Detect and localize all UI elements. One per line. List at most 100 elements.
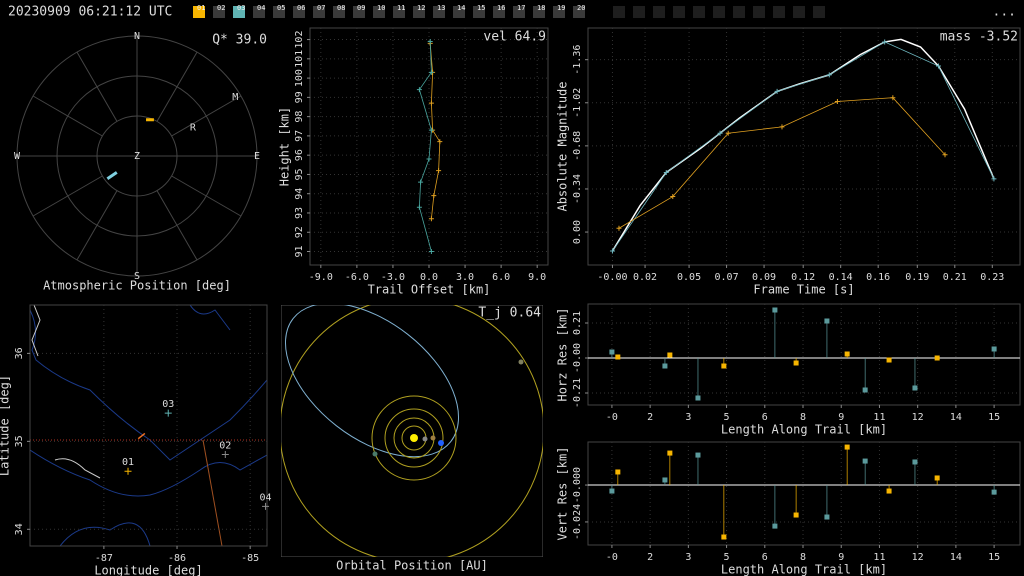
residual-point xyxy=(667,352,673,358)
x-tick-label: -85 xyxy=(241,553,259,564)
point-marker xyxy=(663,169,669,175)
frame-tab[interactable] xyxy=(473,6,485,18)
y-tick-label: 94 xyxy=(294,188,305,200)
station-marker xyxy=(124,467,132,475)
x-tick-label: 15 xyxy=(988,412,1000,423)
frame-tab-label[interactable]: 06 xyxy=(297,4,305,12)
frame-tab[interactable] xyxy=(553,6,565,18)
frame-tab-label[interactable]: 11 xyxy=(397,4,405,12)
frame-tab[interactable] xyxy=(253,6,265,18)
frame-tab-label[interactable]: 19 xyxy=(557,4,565,12)
frame-tab-label[interactable]: 12 xyxy=(417,4,425,12)
x-tick-label: 2 xyxy=(647,412,653,423)
frame-tab[interactable] xyxy=(573,6,585,18)
empty-tab xyxy=(733,6,745,18)
compass-label: N xyxy=(134,31,140,42)
frame-tab-label[interactable]: 16 xyxy=(497,4,505,12)
x-tick-label: 6.0 xyxy=(492,272,510,283)
x-tick-label: 11 xyxy=(873,552,885,563)
frame-tab[interactable] xyxy=(353,6,365,18)
x-tick-label: 0.07 xyxy=(715,272,739,283)
residual-point xyxy=(615,469,621,475)
frame-tab[interactable] xyxy=(313,6,325,18)
frame-tab-label[interactable]: 13 xyxy=(437,4,445,12)
point-marker xyxy=(437,139,443,145)
point-marker xyxy=(616,225,622,231)
y-tick-label: 98 xyxy=(294,111,305,123)
frame-tab-label[interactable]: 01 xyxy=(197,4,205,12)
frame-tab[interactable] xyxy=(493,6,505,18)
frame-tab-label[interactable]: 15 xyxy=(477,4,485,12)
frame-tab-label[interactable]: 20 xyxy=(577,4,585,12)
x-tick-label: 3 xyxy=(685,552,691,563)
frame-tab[interactable] xyxy=(333,6,345,18)
point-marker xyxy=(774,88,780,94)
station-marker xyxy=(221,451,229,459)
frame-tab[interactable] xyxy=(373,6,385,18)
y-tick-label: 102 xyxy=(294,31,305,49)
frame-tab[interactable] xyxy=(533,6,545,18)
x-tick-label: 12 xyxy=(912,412,924,423)
frame-tab-label[interactable]: 02 xyxy=(217,4,225,12)
empty-tab xyxy=(773,6,785,18)
x-tick-label: -86 xyxy=(168,553,186,564)
x-tick-label: -0 xyxy=(606,412,618,423)
y-tick-label: -0.000 xyxy=(572,467,583,503)
x-tick-label: 0.09 xyxy=(752,272,776,283)
frame-tab-label[interactable]: 18 xyxy=(537,4,545,12)
residual-point xyxy=(721,534,727,540)
residual-point xyxy=(886,488,892,494)
polar-spoke xyxy=(171,175,242,217)
residual-point xyxy=(772,307,778,313)
frame-tab[interactable] xyxy=(213,6,225,18)
frame-tab[interactable] xyxy=(433,6,445,18)
station-marker: R xyxy=(190,123,197,134)
empty-tab xyxy=(793,6,805,18)
residual-point xyxy=(667,450,673,456)
frame-tab-label[interactable]: 09 xyxy=(357,4,365,12)
x-tick-label: 9.0 xyxy=(528,272,546,283)
residual-point xyxy=(695,395,701,401)
frame-tab-label[interactable]: 04 xyxy=(257,4,265,12)
y-tick-label: 101 xyxy=(294,50,305,68)
y-tick-label: 91 xyxy=(294,245,305,257)
x-axis-title: Length Along Trail [km] xyxy=(721,423,887,437)
frame-tab[interactable] xyxy=(273,6,285,18)
y-tick-label: 36 xyxy=(14,347,25,359)
point-marker xyxy=(779,124,785,130)
point-marker xyxy=(416,87,422,93)
compass-label: S xyxy=(134,271,140,282)
frame-tab-label[interactable]: 08 xyxy=(337,4,345,12)
x-tick-label: 6 xyxy=(762,552,768,563)
point-marker xyxy=(427,38,433,44)
frame-tab-label[interactable]: 17 xyxy=(517,4,525,12)
frame-tab[interactable] xyxy=(453,6,465,18)
point-marker xyxy=(834,99,840,105)
x-tick-label: 8 xyxy=(800,412,806,423)
frame-tab[interactable] xyxy=(413,6,425,18)
frame-tab-label[interactable]: 14 xyxy=(457,4,465,12)
frame-tab-label[interactable]: 03 xyxy=(237,4,245,12)
residual-point xyxy=(824,318,830,324)
x-tick-label: 0.02 xyxy=(633,272,657,283)
frame-tab[interactable] xyxy=(393,6,405,18)
y-tick-label: 35 xyxy=(14,435,25,447)
residual-point xyxy=(793,360,799,366)
menu-button[interactable]: ... xyxy=(993,5,1016,20)
frame-tab-label[interactable]: 10 xyxy=(377,4,385,12)
frame-tab[interactable] xyxy=(293,6,305,18)
frame-tab[interactable] xyxy=(233,6,245,18)
meteor-track xyxy=(106,171,118,180)
y-tick-label: -1.02 xyxy=(572,88,583,118)
point-marker xyxy=(428,127,434,133)
frame-tab-label[interactable]: 05 xyxy=(277,4,285,12)
x-tick-label: -6.0 xyxy=(345,272,369,283)
frame-tab-label[interactable]: 07 xyxy=(317,4,325,12)
x-axis-title: Frame Time [s] xyxy=(753,283,854,297)
empty-tab xyxy=(693,6,705,18)
station-label: 03 xyxy=(162,399,174,410)
frame-tab[interactable] xyxy=(513,6,525,18)
frame-tab[interactable] xyxy=(193,6,205,18)
